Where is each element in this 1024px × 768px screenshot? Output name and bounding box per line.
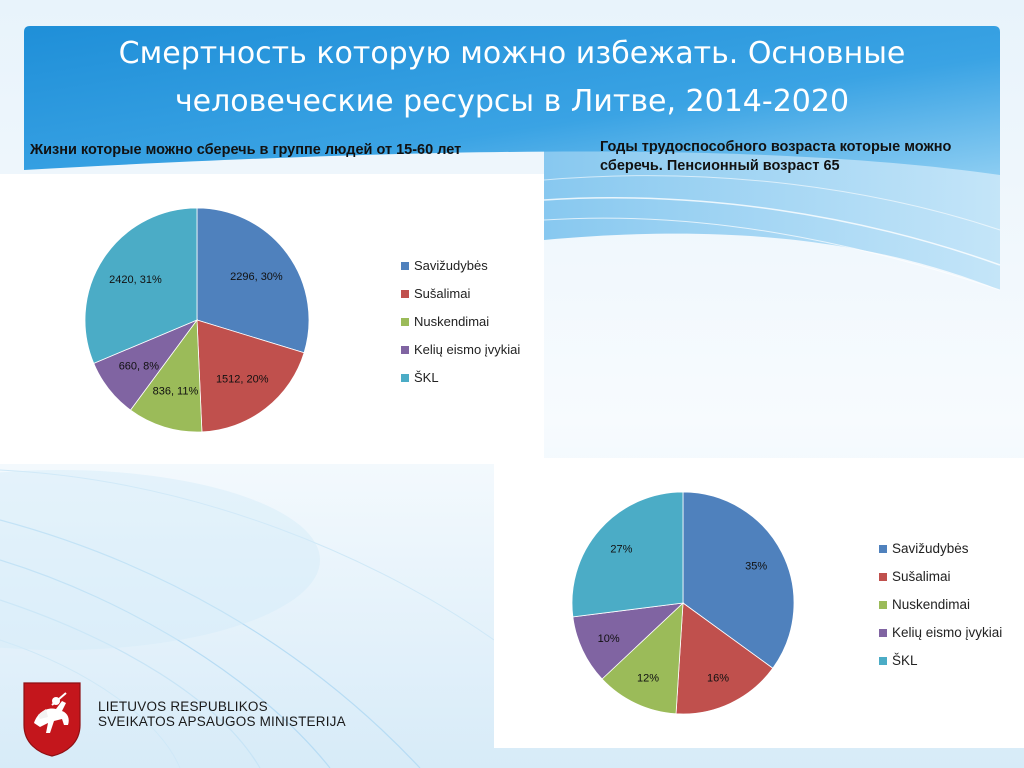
chart-1-legend-label: ŠKL	[414, 370, 439, 385]
chart-2-legend-label: Sušalimai	[892, 569, 951, 584]
chart-2-legend-label: Kelių eismo įvykiai	[892, 625, 1003, 640]
chart-2-legend: Savižudybės Sušalimai Nuskendimai Kelių eis…	[879, 541, 1002, 681]
chart-1-legend-item: Kelių eismo įvykiai	[401, 342, 520, 370]
chart-1-legend-label: Nuskendimai	[414, 314, 490, 329]
chart-1-legend-item: ŠKL	[401, 370, 520, 398]
chart-1-legend-label: Savižudybės	[414, 258, 488, 273]
chart-2-legend-item: Kelių eismo įvykiai	[879, 625, 1002, 653]
chart-1-legend-swatch	[401, 262, 409, 270]
chart-2-panel: 35% 16% 12% 10% 27% Savižudybės Sušalimai Nusk…	[494, 458, 1024, 748]
chart-2-slice-4	[571, 491, 684, 618]
chart-1-data-label-0: 2296, 30%	[230, 271, 283, 283]
slide-title: Смертность которую можно избежать. Основ…	[118, 36, 906, 119]
chart-1-legend-item: Nuskendimai	[401, 314, 520, 342]
ministry-name: LIETUVOS RESPUBLIKOS SVEIKATOS APSAUGOS …	[98, 699, 346, 729]
chart-1-legend-label: Sušalimai	[414, 286, 471, 301]
chart-2-legend-label: ŠKL	[892, 653, 918, 668]
coat-of-arms-logo	[23, 682, 81, 757]
chart-2-data-label-4: 27%	[610, 544, 632, 556]
chart-2-slice-0	[682, 491, 795, 669]
chart-2-legend-swatch	[879, 657, 887, 665]
chart-2-legend-swatch	[879, 629, 887, 637]
chart-2-legend-swatch	[879, 545, 887, 553]
chart-2-data-label-0: 35%	[745, 561, 767, 573]
chart-2-legend-item: Nuskendimai	[879, 597, 1002, 625]
chart-2-legend-item: ŠKL	[879, 653, 1002, 681]
chart-2-legend-swatch	[879, 601, 887, 609]
chart-2-legend-label: Savižudybės	[892, 541, 969, 556]
chart-2-legend-label: Nuskendimai	[892, 597, 971, 612]
chart-1-data-label-2: 836, 11%	[153, 386, 199, 398]
chart-1-slice-2	[129, 318, 203, 433]
chart-1-data-label-4: 2420, 31%	[109, 274, 162, 286]
chart-2-slice-1	[675, 602, 774, 715]
chart-2-slice-2	[601, 602, 684, 715]
chart-2-legend-item: Savižudybės	[879, 541, 1002, 569]
chart-2-data-label-1: 16%	[707, 672, 729, 684]
chart-1-data-label-3: 660, 8%	[119, 361, 160, 373]
chart-2-data-label-3: 10%	[598, 633, 620, 645]
chart-1-slice-4	[84, 207, 198, 364]
ministry-line-2: SVEIKATOS APSAUGOS MINISTERIJA	[98, 714, 346, 729]
chart-1-legend-swatch	[401, 290, 409, 298]
chart-2-pie: 35% 16% 12% 10% 27%	[571, 491, 795, 715]
chart-1-legend-label: Kelių eismo įvykiai	[414, 342, 521, 357]
chart-1-legend: Savižudybės Sušalimai Nuskendimai Kelių eis…	[401, 258, 520, 398]
chart-1-panel: 2296, 30% 1512, 20% 836, 11% 660, 8% 2420, 3…	[0, 174, 544, 464]
chart-1-legend-swatch	[401, 346, 409, 354]
chart-1-legend-item: Savižudybės	[401, 258, 520, 286]
chart-2-legend-swatch	[879, 573, 887, 581]
chart-1-legend-item: Sušalimai	[401, 286, 520, 314]
chart-1-legend-swatch	[401, 374, 409, 382]
chart-1-legend-swatch	[401, 318, 409, 326]
chart-2-data-label-2: 12%	[637, 672, 659, 684]
ministry-line-1: LIETUVOS RESPUBLIKOS	[98, 699, 268, 714]
chart-2-subtitle: Годы трудоспособного возраста которые мо…	[600, 139, 952, 174]
chart-1-data-label-1: 1512, 20%	[216, 373, 269, 385]
chart-1-subtitle: Жизни которые можно сберечь в группе люд…	[30, 142, 462, 158]
chart-1-slice-0	[196, 207, 310, 354]
chart-1-slice-1	[196, 319, 305, 433]
chart-2-legend-item: Sušalimai	[879, 569, 1002, 597]
chart-1-pie: 2296, 30% 1512, 20% 836, 11% 660, 8% 2420, 3…	[84, 207, 310, 433]
